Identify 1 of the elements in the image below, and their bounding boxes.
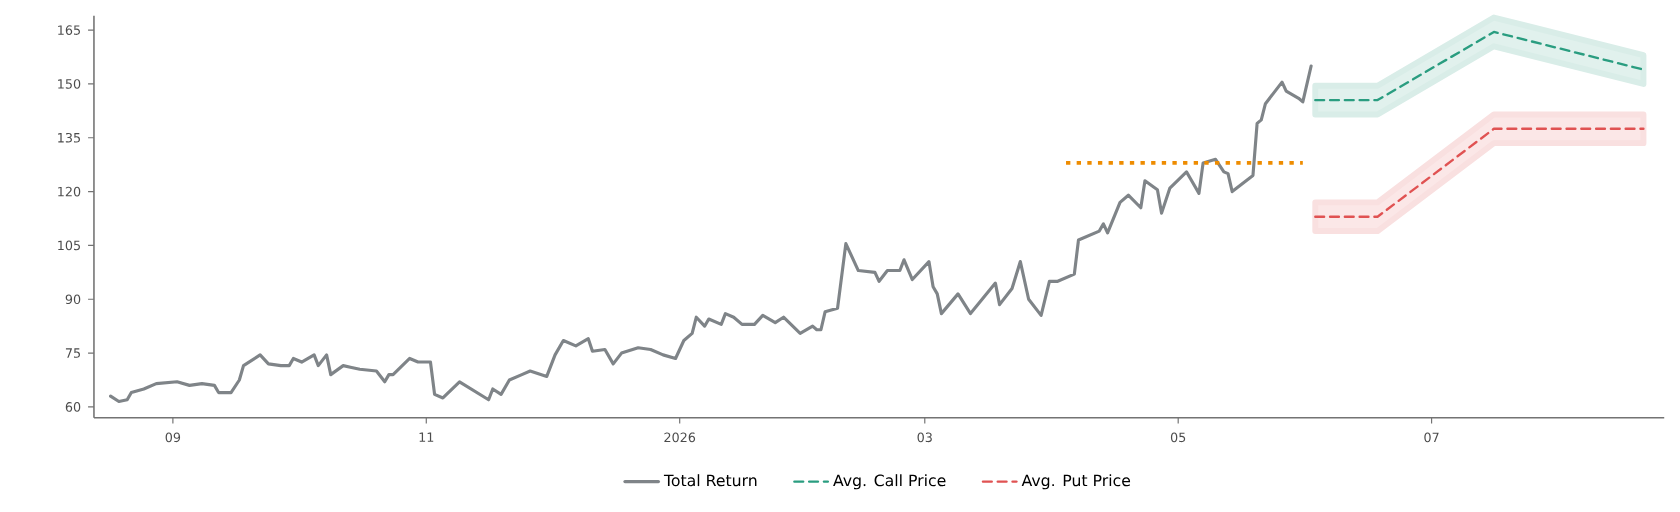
line-series: [109, 64, 1313, 403]
